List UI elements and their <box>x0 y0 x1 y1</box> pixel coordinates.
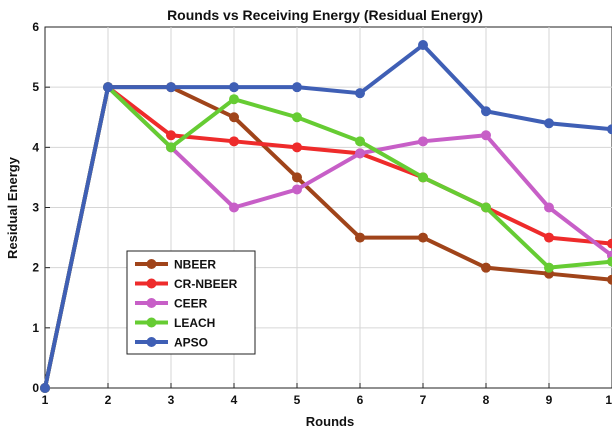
x-tick-label: 1 <box>42 393 49 407</box>
x-tick-label: 4 <box>231 393 238 407</box>
legend-item-apso: APSO <box>135 336 208 350</box>
y-tick-label: 3 <box>32 201 39 215</box>
data-point-nbeer <box>229 112 239 123</box>
x-tick-label: 5 <box>294 393 301 407</box>
data-point-nbeer <box>292 172 302 183</box>
series-line-cr-nbeer <box>43 85 612 390</box>
data-point-leach <box>607 256 612 267</box>
data-point-leach <box>229 94 239 105</box>
data-point-apso <box>103 82 113 93</box>
data-point-leach <box>355 136 365 147</box>
data-point-apso <box>166 82 176 93</box>
y-tick-label: 1 <box>32 321 39 335</box>
data-point-apso <box>481 106 491 117</box>
data-point-ceer <box>355 148 365 159</box>
x-tick-label: 2 <box>105 393 112 407</box>
x-tick-label: 8 <box>483 393 490 407</box>
data-point-leach <box>292 112 302 123</box>
data-point-apso <box>229 82 239 93</box>
x-tick-label: 10 <box>605 393 612 407</box>
axis-ticks: 123456789100123456 <box>32 20 612 407</box>
x-tick-label: 3 <box>168 393 175 407</box>
data-point-apso <box>40 383 50 393</box>
data-point-apso <box>418 40 428 51</box>
data-point-cr-nbeer <box>292 142 302 153</box>
x-tick-label: 9 <box>546 393 553 407</box>
data-point-leach <box>166 142 176 153</box>
y-tick-label: 4 <box>32 140 39 154</box>
data-point-ceer <box>292 184 302 195</box>
legend-swatch-marker <box>146 317 157 328</box>
y-tick-label: 0 <box>32 381 39 395</box>
data-point-ceer <box>544 202 554 213</box>
data-point-cr-nbeer <box>544 232 554 243</box>
series-apso <box>40 40 612 393</box>
data-point-nbeer <box>355 232 365 243</box>
legend-item-leach: LEACH <box>135 316 215 330</box>
x-tick-label: 6 <box>357 393 364 407</box>
x-tick-label: 7 <box>420 393 427 407</box>
data-point-ceer <box>481 130 491 141</box>
data-point-leach <box>481 202 491 213</box>
data-point-apso <box>544 118 554 129</box>
series-layer <box>40 40 612 393</box>
data-point-apso <box>292 82 302 93</box>
data-point-cr-nbeer <box>229 136 239 147</box>
data-point-nbeer <box>481 262 491 273</box>
legend-swatch-marker <box>146 298 157 308</box>
legend-swatch-marker <box>146 278 157 289</box>
legend-label: NBEER <box>174 258 216 272</box>
y-tick-label: 6 <box>32 20 39 34</box>
legend-swatch-marker <box>146 337 157 347</box>
chart-title: Rounds vs Receiving Energy (Residual Ene… <box>167 7 483 23</box>
legend-label: LEACH <box>174 316 215 330</box>
data-point-nbeer <box>607 274 612 285</box>
data-point-ceer <box>229 202 239 213</box>
data-point-leach <box>418 172 428 183</box>
legend-item-nbeer: NBEER <box>135 258 216 272</box>
legend: NBEER CR-NBEER CEER LEACH APSO <box>126 250 256 355</box>
data-point-cr-nbeer <box>166 130 176 141</box>
legend-swatch-marker <box>146 259 157 269</box>
data-point-cr-nbeer <box>607 238 612 249</box>
legend-label: APSO <box>174 336 208 350</box>
data-point-apso <box>607 124 612 135</box>
y-axis-label: Residual Energy <box>5 156 20 259</box>
x-axis-label: Rounds <box>306 414 354 429</box>
legend-item-ceer: CEER <box>135 297 208 311</box>
data-point-nbeer <box>418 232 428 243</box>
series-line-leach <box>43 85 612 390</box>
y-tick-label: 5 <box>32 80 39 94</box>
legend-label: CEER <box>174 297 208 311</box>
legend-item-cr-nbeer: CR-NBEER <box>135 277 238 291</box>
series-line-apso <box>43 43 612 390</box>
data-point-leach <box>544 262 554 273</box>
y-tick-label: 2 <box>32 261 39 275</box>
data-point-ceer <box>418 136 428 147</box>
data-point-apso <box>355 88 365 99</box>
legend-label: CR-NBEER <box>174 277 238 291</box>
